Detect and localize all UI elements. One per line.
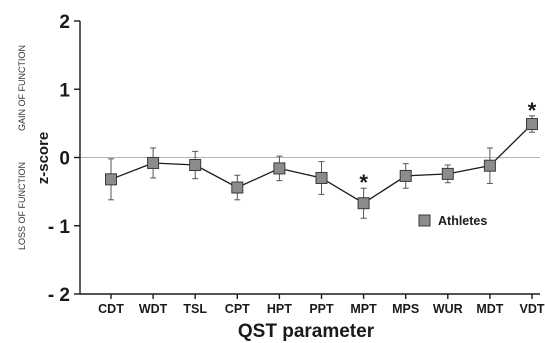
y-tick-labels: 2 1 0 - 1 - 2 [48, 12, 71, 306]
x-tick-label: CPT [225, 302, 250, 316]
data-point [147, 156, 160, 169]
legend-label: Athletes [438, 214, 487, 228]
significance-asterisk: * [528, 98, 537, 123]
side-label-top: GAIN OF FUNCTION [17, 45, 27, 131]
side-label-bottom: LOSS OF FUNCTION [17, 162, 27, 250]
data-point [441, 167, 454, 180]
y-tick-label: - 2 [48, 285, 70, 306]
legend: Athletes [418, 214, 487, 228]
x-tick-label: TSL [183, 302, 207, 316]
axes [74, 20, 540, 299]
y-tick-label: 0 [59, 149, 70, 170]
data-point [357, 197, 370, 210]
y-tick-label: - 1 [48, 217, 71, 238]
x-tick-labels: CDT WDT TSL CPT HPT PPT MPT MPS WUR MDT VDT [98, 302, 545, 316]
legend-marker [418, 214, 431, 227]
data-point [315, 171, 328, 184]
data-point [399, 169, 412, 182]
x-tick-label: MPT [350, 302, 377, 316]
data-point [483, 159, 496, 172]
x-tick-label: WDT [139, 302, 168, 316]
x-tick-label: MPS [392, 302, 419, 316]
data-point [189, 159, 202, 172]
data-point [105, 173, 117, 186]
error-bars [108, 115, 535, 219]
significance-markers: ** [359, 98, 536, 195]
y-tick-label: 2 [59, 12, 70, 33]
y-tick-label: 1 [59, 80, 70, 101]
x-tick-label: HPT [267, 302, 292, 316]
data-point [273, 162, 286, 175]
y-axis-label: z-score [35, 132, 52, 185]
x-tick-label: MDT [476, 302, 503, 316]
x-tick-label: CDT [98, 302, 124, 316]
x-tick-label: PPT [309, 302, 334, 316]
significance-asterisk: * [359, 170, 368, 195]
x-tick-label: VDT [520, 302, 545, 316]
data-point [526, 118, 538, 131]
x-tick-label: WUR [433, 302, 463, 316]
data-point [231, 181, 244, 194]
x-axis-label: QST parameter [238, 321, 375, 342]
data-markers [105, 118, 538, 210]
